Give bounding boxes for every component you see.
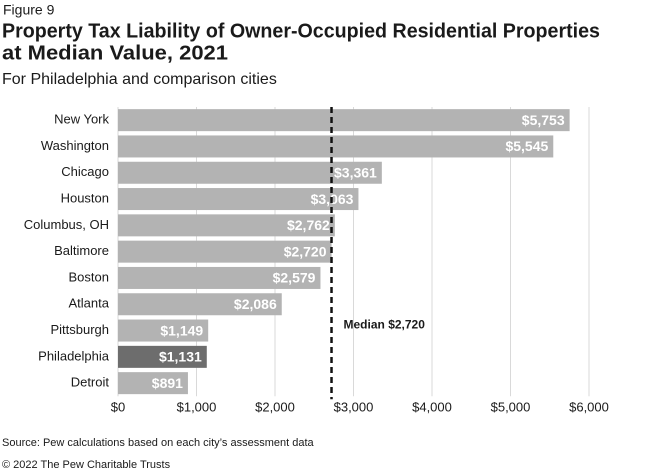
y-tick-label: Pittsburgh — [50, 322, 109, 337]
bar — [118, 240, 332, 263]
bar — [118, 135, 554, 158]
data-label: $2,579 — [273, 270, 316, 286]
chart-title: Property Tax Liability of Owner-Occupied… — [2, 20, 600, 42]
bar — [118, 109, 570, 132]
y-tick-label: Washington — [41, 138, 109, 153]
data-label: $5,753 — [522, 112, 565, 128]
data-label: $1,149 — [160, 322, 203, 338]
x-tick-label: $3,000 — [334, 400, 374, 415]
data-label: $5,545 — [505, 138, 548, 154]
bar — [118, 266, 321, 289]
median-annotation: Median $2,720 — [344, 317, 426, 331]
data-label: $2,720 — [284, 243, 327, 259]
bar — [118, 188, 359, 211]
y-tick-label: Philadelphia — [38, 348, 110, 363]
y-tick-label: Houston — [61, 190, 109, 205]
y-tick-label: New York — [54, 112, 109, 127]
bar — [118, 293, 282, 316]
bar — [118, 345, 207, 368]
data-label: $2,086 — [234, 296, 277, 312]
x-tick-label: $1,000 — [177, 400, 217, 415]
figure-label: Figure 9 — [3, 2, 55, 18]
bar — [118, 319, 209, 342]
y-tick-label: Chicago — [61, 164, 109, 179]
bar — [118, 214, 335, 237]
data-label: $2,762 — [287, 217, 330, 233]
x-tick-label: $4,000 — [412, 400, 452, 415]
data-label: $891 — [152, 375, 183, 391]
copyright: © 2022 The Pew Charitable Trusts — [2, 459, 171, 471]
y-tick-label: Columbus, OH — [24, 217, 109, 232]
data-label: $3,361 — [334, 164, 377, 180]
y-tick-label: Atlanta — [69, 296, 110, 311]
source: Source: Pew calculations based on each c… — [2, 437, 315, 449]
chart-title: at Median Value, 2021 — [2, 42, 228, 64]
bar — [118, 372, 188, 395]
y-tick-label: Detroit — [71, 375, 110, 390]
y-tick-label: Boston — [69, 269, 109, 284]
x-tick-label: $2,000 — [255, 400, 295, 415]
bar — [118, 161, 382, 184]
x-tick-label: $5,000 — [491, 400, 531, 415]
x-tick-label: $0 — [111, 400, 125, 415]
x-tick-label: $6,000 — [569, 400, 609, 415]
chart-subtitle: For Philadelphia and comparison cities — [2, 71, 277, 88]
y-tick-label: Baltimore — [54, 243, 109, 258]
data-label: $1,131 — [159, 349, 202, 365]
